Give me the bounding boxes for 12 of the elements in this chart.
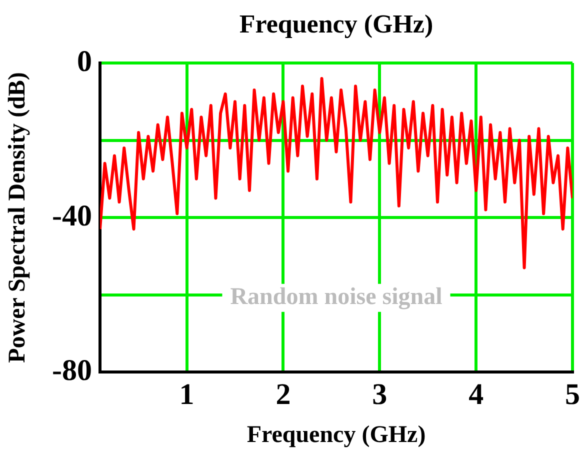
- x-tick-label: 4: [468, 378, 484, 411]
- chart-title: Frequency (GHz): [239, 10, 434, 39]
- x-tick-label: 5: [565, 378, 580, 411]
- annotation: Random noise signal: [230, 284, 443, 310]
- y-tick-label: 0: [77, 44, 92, 78]
- x-axis-title: Frequency (GHz): [246, 422, 426, 448]
- y-tick-label: -40: [52, 199, 92, 232]
- x-tick-label: 3: [372, 378, 388, 411]
- y-tick-label: -80: [52, 354, 92, 387]
- x-tick-label: 2: [276, 378, 291, 411]
- y-axis-title: Power Spectral Density (dB): [4, 72, 31, 363]
- x-tick-label: 1: [179, 378, 194, 411]
